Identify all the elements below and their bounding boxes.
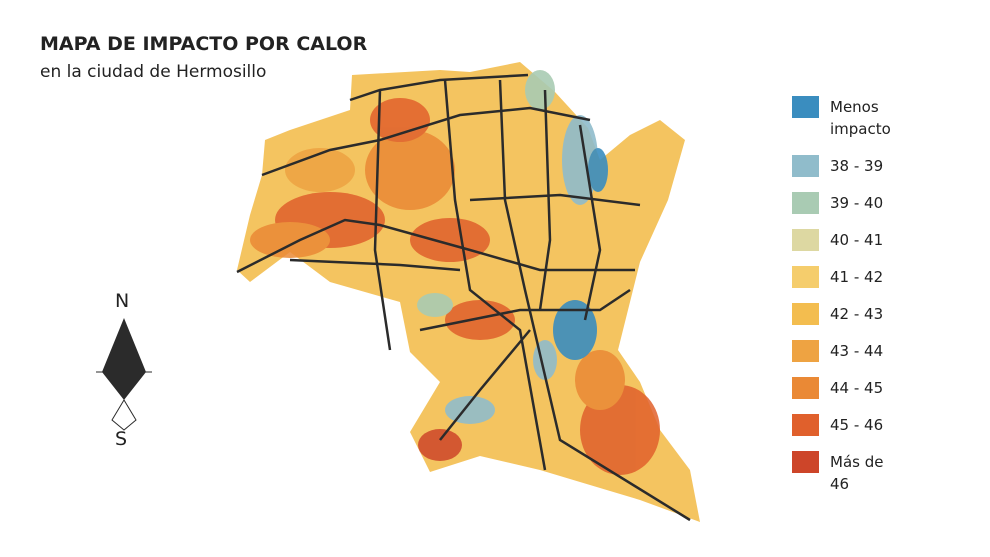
legend-label: 38 - 39: [830, 157, 884, 175]
legend-item: 38 - 39: [792, 155, 982, 177]
legend-swatch: [792, 340, 819, 362]
compass-south: S: [115, 428, 128, 450]
legend-item: Más de 46: [792, 451, 982, 495]
legend-label: Más de 46: [830, 453, 884, 493]
legend-label: 40 - 41: [830, 231, 884, 249]
legend-swatch: [792, 414, 819, 436]
legend-label: 42 - 43: [830, 305, 884, 323]
legend-label: 41 - 42: [830, 268, 884, 286]
compass-arrow: [96, 318, 152, 431]
map-subtitle: en la ciudad de Hermosillo: [40, 62, 267, 82]
compass-north: N: [115, 290, 130, 312]
legend-item: 40 - 41: [792, 229, 982, 251]
legend-item: 44 - 45: [792, 377, 982, 399]
legend-item: Menos impacto: [792, 96, 982, 140]
legend-swatch: [792, 229, 819, 251]
roads: [236, 73, 691, 522]
legend-item: 42 - 43: [792, 303, 982, 325]
legend-item: 41 - 42: [792, 266, 982, 288]
legend: Menos impacto 38 - 39 39 - 40 40 - 41 41 - 4…: [792, 96, 982, 510]
legend-swatch: [792, 266, 819, 288]
legend-label: 43 - 44: [830, 342, 884, 360]
legend-swatch: [792, 96, 819, 118]
legend-item: 43 - 44: [792, 340, 982, 362]
legend-item: 45 - 46: [792, 414, 982, 436]
legend-swatch: [792, 377, 819, 399]
legend-swatch: [792, 155, 819, 177]
legend-swatch: [792, 192, 819, 214]
legend-label: 45 - 46: [830, 416, 884, 434]
legend-swatch: [792, 303, 819, 325]
legend-item: 39 - 40: [792, 192, 982, 214]
legend-label: 39 - 40: [830, 194, 884, 212]
map-title: MAPA DE IMPACTO POR CALOR: [40, 33, 368, 55]
legend-label: Menos impacto: [830, 98, 891, 138]
legend-label: 44 - 45: [830, 379, 884, 397]
legend-swatch: [792, 451, 819, 473]
